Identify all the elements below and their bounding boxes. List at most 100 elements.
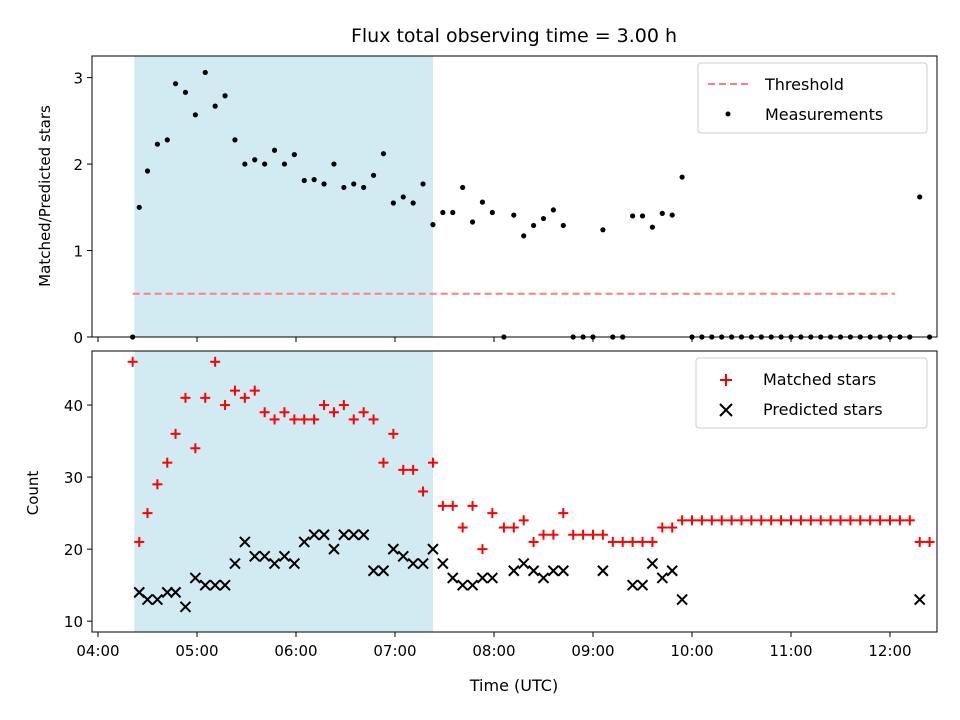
measurement-point bbox=[262, 161, 268, 167]
matched-star-point bbox=[578, 529, 589, 540]
matched-star-point bbox=[667, 522, 678, 533]
x-tick-label: 10:00 bbox=[670, 642, 713, 660]
measurement-point bbox=[242, 161, 248, 167]
matched-star-point bbox=[815, 515, 826, 526]
x-tick-label: 07:00 bbox=[373, 642, 416, 660]
predicted-star-point bbox=[169, 586, 182, 599]
measurement-point bbox=[222, 93, 228, 99]
matched-star-point bbox=[558, 508, 569, 519]
x-tick-label: 06:00 bbox=[274, 642, 317, 660]
predicted-star-point bbox=[258, 550, 271, 563]
measurement-point bbox=[649, 224, 656, 230]
measurement-point bbox=[550, 207, 557, 213]
measurement-point bbox=[390, 200, 396, 206]
measurement-point bbox=[560, 222, 566, 229]
predicted-star-point bbox=[646, 557, 659, 570]
x-tick-label: 05:00 bbox=[175, 642, 218, 660]
measurement-point bbox=[291, 151, 297, 158]
matched-star-point bbox=[924, 536, 935, 547]
measurement-point bbox=[430, 222, 436, 228]
matched-star-point bbox=[378, 457, 389, 468]
matched-star-point bbox=[855, 515, 866, 526]
matched-star-point bbox=[726, 515, 737, 526]
matched-star-point bbox=[319, 400, 330, 411]
measurement-point bbox=[182, 89, 189, 95]
matched-star-point bbox=[269, 414, 280, 425]
predicted-star-point bbox=[676, 593, 688, 606]
matched-star-point bbox=[477, 544, 488, 555]
count-panel-legend: Matched stars Predicted stars bbox=[695, 357, 928, 429]
flux-panel-marks bbox=[130, 69, 933, 340]
predicted-star-point bbox=[547, 565, 560, 577]
predicted-star-point bbox=[527, 565, 540, 577]
predicted-star-point bbox=[229, 557, 241, 570]
matched-star-point bbox=[766, 515, 777, 526]
matched-star-point bbox=[259, 407, 270, 418]
predicted-star-point bbox=[298, 536, 310, 548]
matched-star-point bbox=[142, 508, 153, 519]
predicted-star-point bbox=[161, 586, 174, 599]
matched-star-point bbox=[657, 522, 668, 533]
legend-frame bbox=[695, 357, 928, 429]
legend-measurements-label: Measurements bbox=[765, 105, 883, 124]
measurement-point bbox=[192, 112, 198, 118]
predicted-star-point bbox=[626, 579, 639, 591]
predicted-star-point bbox=[656, 572, 669, 584]
measurement-point bbox=[669, 212, 675, 218]
legend-matched-label: Matched stars bbox=[763, 370, 876, 389]
predicted-star-point bbox=[517, 557, 530, 570]
matched-star-point bbox=[885, 515, 895, 526]
measurement-point bbox=[521, 233, 527, 239]
count-panel-y-ticks: 10 20 30 40 bbox=[64, 397, 92, 631]
matched-star-point bbox=[597, 529, 608, 540]
matched-star-point bbox=[627, 536, 638, 547]
matched-star-point bbox=[398, 464, 409, 475]
matched-star-point bbox=[229, 385, 240, 396]
matched-star-point bbox=[805, 515, 816, 526]
matched-star-point bbox=[756, 515, 767, 526]
flux-panel-y-tick-label: 3 bbox=[73, 70, 83, 88]
legend-measurements-swatch bbox=[725, 111, 731, 117]
matched-star-point bbox=[687, 515, 697, 526]
measurement-point bbox=[639, 213, 646, 219]
measurement-point bbox=[212, 103, 218, 109]
matched-star-point bbox=[865, 515, 876, 526]
flux-panel-y-tick-label: 1 bbox=[73, 243, 83, 261]
legend-matched-swatch bbox=[720, 374, 732, 386]
matched-star-point bbox=[289, 414, 300, 425]
predicted-star-point bbox=[666, 565, 678, 577]
x-tick-label: 12:00 bbox=[868, 642, 911, 660]
predicted-star-point bbox=[466, 579, 479, 591]
predicted-star-point bbox=[209, 579, 221, 591]
predicted-star-point bbox=[268, 557, 281, 570]
matched-star-point bbox=[427, 457, 438, 468]
matched-star-point bbox=[328, 407, 339, 418]
legend-predicted-label: Predicted stars bbox=[763, 400, 883, 419]
matched-star-point bbox=[279, 407, 290, 418]
matched-star-point bbox=[786, 515, 796, 526]
measurement-point bbox=[311, 177, 317, 183]
matched-star-point bbox=[904, 515, 915, 526]
measurement-point bbox=[232, 137, 238, 143]
matched-star-point bbox=[825, 515, 836, 526]
measurement-point bbox=[630, 213, 636, 219]
matched-star-point bbox=[518, 515, 529, 526]
matched-star-point bbox=[706, 515, 717, 526]
matched-star-point bbox=[309, 414, 320, 425]
predicted-star-point bbox=[537, 572, 550, 584]
measurement-point bbox=[380, 151, 387, 157]
x-tick-label: 04:00 bbox=[76, 642, 119, 660]
predicted-star-point bbox=[913, 593, 926, 606]
predicted-star-point bbox=[486, 572, 499, 584]
flux-panel-frame bbox=[91, 55, 938, 338]
legend-frame bbox=[697, 62, 928, 134]
matched-star-point bbox=[696, 515, 707, 526]
predicted-star-point bbox=[427, 543, 439, 555]
count-panel-y-axis-label: Count bbox=[24, 471, 42, 516]
measurement-point bbox=[679, 174, 685, 180]
predicted-star-point bbox=[328, 543, 340, 555]
measurement-point bbox=[400, 194, 406, 200]
measurement-point bbox=[917, 194, 923, 200]
